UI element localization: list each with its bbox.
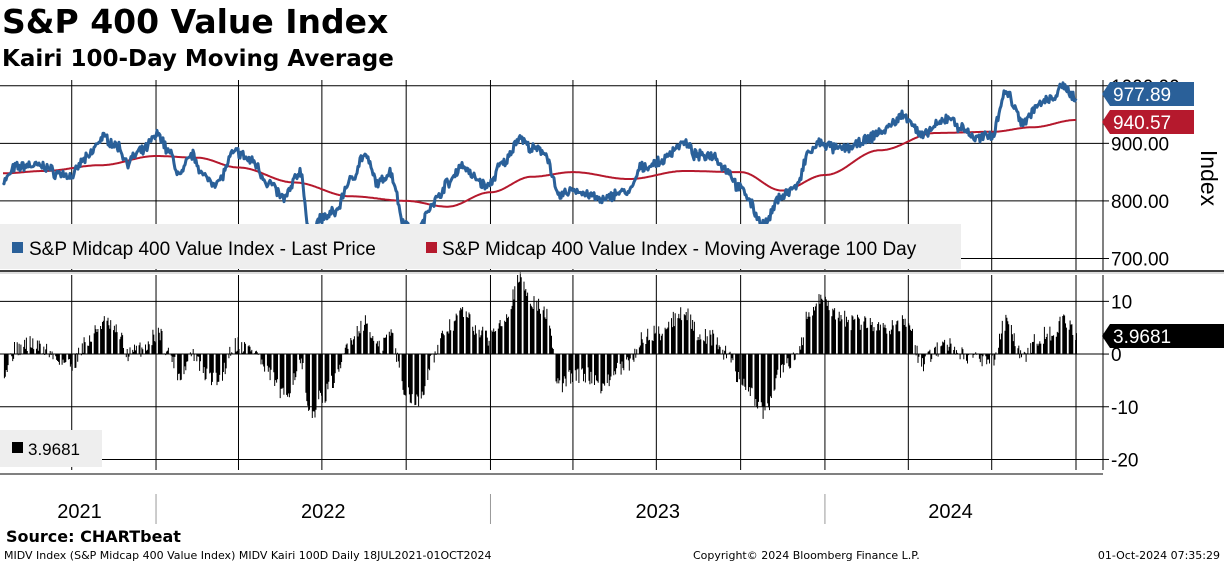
legend-swatch-ma	[426, 242, 437, 253]
chart-title: S&P 400 Value Index	[2, 2, 389, 41]
lower-tick-label-0: -20	[1111, 450, 1138, 471]
last-tag-ma-box	[1102, 110, 1194, 134]
legend-label-price: S&P Midcap 400 Value Index - Last Price	[29, 239, 376, 260]
series-last-price	[1, 81, 1078, 237]
series-kairi	[3, 272, 1077, 419]
last-tag-price-box	[1102, 82, 1194, 106]
lower-legend: 3.9681	[0, 430, 102, 467]
last-tag-price-text: 977.89	[1113, 85, 1171, 106]
series-moving-average	[3, 119, 1076, 208]
source-note: Source: CHARTbeat	[6, 527, 181, 546]
last-tag-kairi-text: 3.9681	[1113, 327, 1171, 348]
upper-legend-background	[0, 224, 961, 269]
chart-subtitle: Kairi 100-Day Moving Average	[2, 46, 394, 72]
lower-tick-label-3: 10	[1111, 292, 1132, 313]
last-value-tags: 940.57 977.89 3.9681	[1102, 82, 1224, 348]
y-axis-label: Index	[1196, 150, 1222, 207]
legend-swatch-kairi	[12, 442, 23, 453]
upper-legend: S&P Midcap 400 Value Index - Last Price …	[0, 224, 961, 269]
kairi-bars	[3, 272, 1077, 419]
upper-tick-label-1: 800.00	[1111, 192, 1169, 213]
last-tag-kairi-box	[1102, 324, 1224, 348]
footer-copyright: Copyright© 2024 Bloomberg Finance L.P.	[693, 549, 920, 562]
x-tick-label-2: 2023	[635, 501, 680, 523]
legend-label-ma: S&P Midcap 400 Value Index - Moving Aver…	[442, 239, 917, 260]
legend-label-kairi: 3.9681	[28, 440, 80, 459]
x-axis: 2021 2022 2023 2024	[0, 473, 1103, 524]
last-tag-ma-text: 940.57	[1113, 113, 1171, 134]
lower-axis: -20 -10 0 10	[1102, 275, 1138, 471]
last-tag-price: 977.89	[1102, 82, 1194, 106]
upper-tick-label-0: 700.00	[1111, 249, 1169, 270]
legend-swatch-price	[12, 242, 23, 253]
x-tick-label-1: 2022	[301, 501, 346, 523]
footer-timestamp: 01-Oct-2024 07:35:29	[1097, 549, 1220, 562]
lower-grid	[0, 275, 1103, 470]
upper-tick-label-2: 900.00	[1111, 134, 1169, 155]
x-tick-label-3: 2024	[928, 501, 973, 523]
x-tick-label-0: 2021	[57, 501, 102, 523]
footer-description: MIDV Index (S&P Midcap 400 Value Index) …	[4, 549, 492, 562]
lower-tick-label-1: -10	[1111, 398, 1138, 419]
last-tag-kairi: 3.9681	[1102, 324, 1224, 348]
last-tag-ma: 940.57	[1102, 110, 1194, 134]
price-lines	[1, 81, 1078, 237]
lower-tick-label-2: 0	[1111, 345, 1122, 366]
